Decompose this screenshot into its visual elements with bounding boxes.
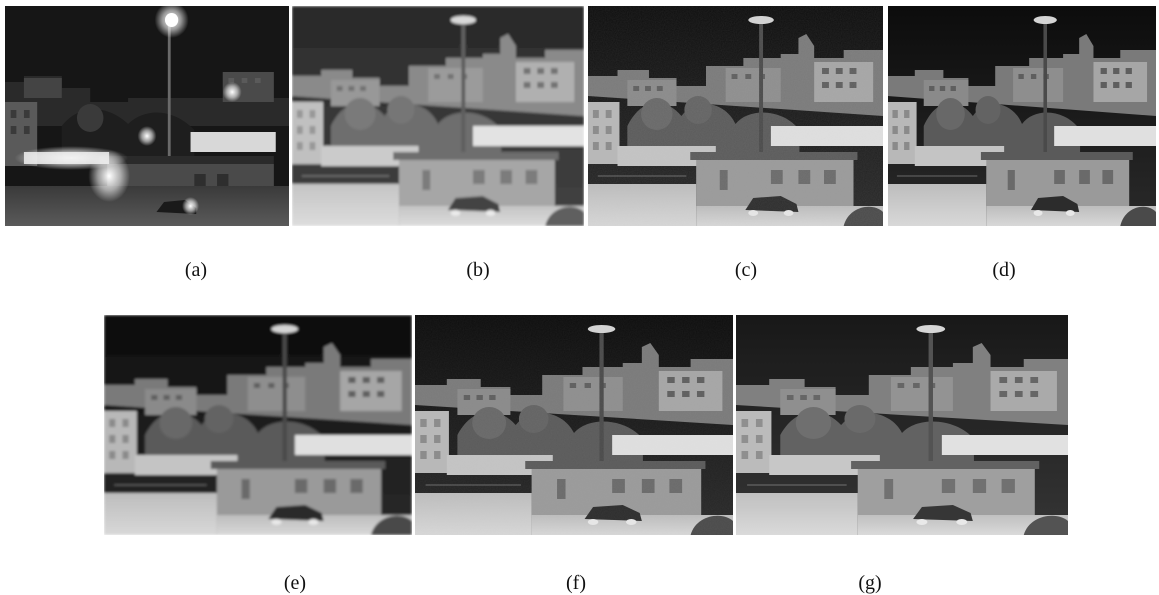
caption-e: (e): [283, 572, 307, 594]
panel-e-fused-image: [104, 315, 412, 535]
caption-b: (b): [466, 259, 490, 281]
caption-g: (g): [858, 572, 882, 594]
panel-a-visible-image: [5, 6, 289, 226]
panel-c-fused-image: [588, 6, 883, 226]
fused-scene: [104, 315, 412, 535]
panel-b-infrared-image: [292, 6, 584, 226]
caption-a: (a): [184, 259, 208, 281]
panel-f-fused-image: [415, 315, 733, 535]
caption-c: (c): [734, 259, 758, 281]
panel-d-fused-image: [888, 6, 1156, 226]
fused-scene: [415, 315, 733, 535]
fused-scene: [736, 315, 1068, 535]
infrared-scene: [292, 6, 584, 226]
fused-scene: [888, 6, 1156, 226]
caption-f: (f): [566, 572, 586, 594]
fused-scene: [588, 6, 883, 226]
caption-d: (d): [992, 259, 1016, 281]
panel-g-fused-image: [736, 315, 1068, 535]
visible-night-scene: [5, 6, 289, 226]
